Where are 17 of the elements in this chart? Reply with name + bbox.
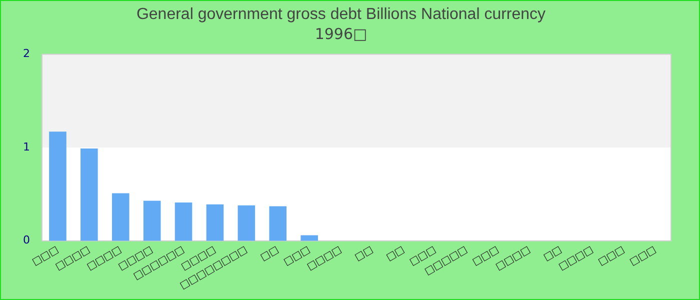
bar (300, 235, 318, 241)
bar (49, 132, 66, 241)
x-tick-label: □□ (384, 244, 406, 264)
bar (112, 193, 130, 241)
y-tick-label: 2 (23, 47, 30, 60)
bar (269, 206, 287, 241)
bar (80, 148, 98, 241)
chart-subtitle: 1996□ (314, 25, 368, 44)
bar (206, 204, 224, 241)
x-tick-label: □□ (258, 244, 281, 264)
bar (238, 205, 256, 241)
chart-title: General government gross debt Billions National currency (136, 6, 546, 24)
bar (143, 200, 161, 241)
y-tick-label: 0 (23, 234, 30, 247)
y-tick-label: 1 (23, 140, 30, 154)
x-tick-label: □□ (353, 244, 376, 264)
bar (174, 202, 192, 241)
